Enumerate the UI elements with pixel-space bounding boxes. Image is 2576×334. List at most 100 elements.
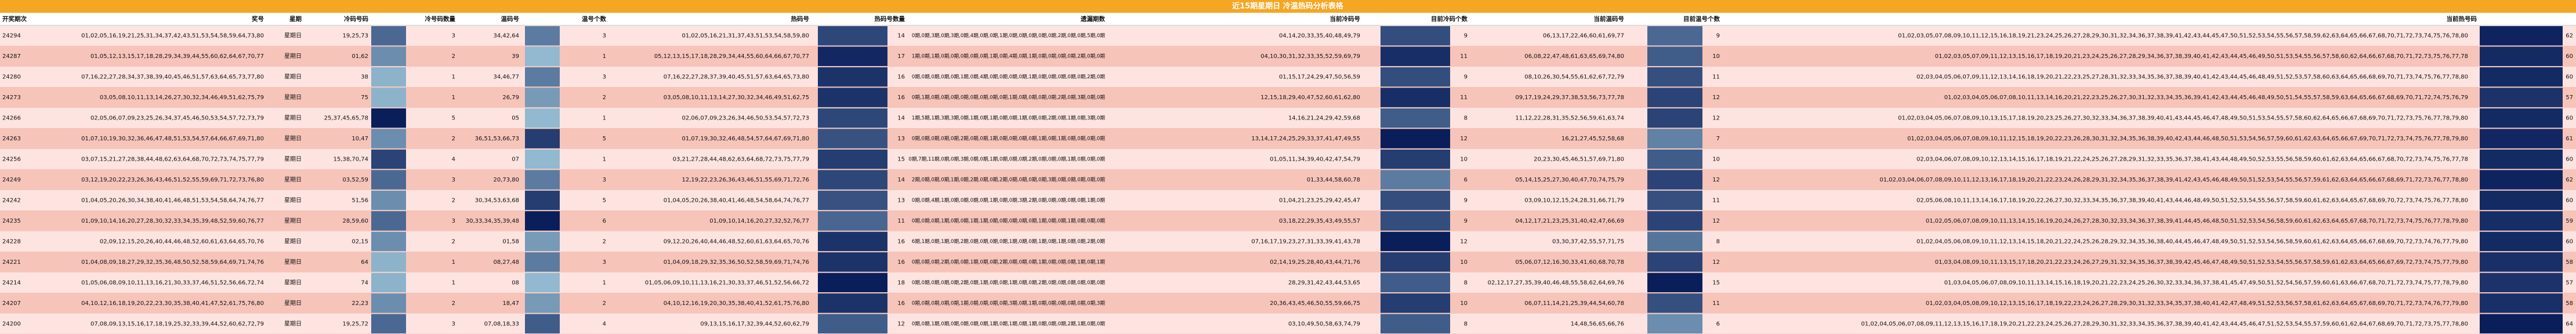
cell-text: 07 (512, 157, 519, 163)
count-bar (818, 293, 887, 313)
row-background (0, 210, 2576, 231)
cell-text: 62 (2566, 33, 2573, 39)
row-background (0, 128, 2576, 149)
cell-text: 01,09,10,14,16,20,27,32,52,76,77 (709, 218, 809, 224)
cell-text: 11 (1460, 95, 1468, 101)
count-bar (818, 231, 887, 252)
count-bar (371, 231, 406, 252)
cell-text: 12 (1712, 95, 1720, 101)
cell-text: 02,14,19,25,28,40,43,44,71,76 (1270, 259, 1360, 266)
count-bar (818, 88, 887, 107)
cell-text: 13 (897, 197, 905, 204)
cell-text: 02,12,17,27,35,39,40,46,48,55,58,62,64,6… (1488, 279, 1624, 286)
count-bar (1381, 190, 1450, 210)
cell-text: 10 (1712, 157, 1720, 163)
cell-text: 04,12,17,21,23,25,31,40,42,47,66,69 (1515, 218, 1624, 224)
count-bar (1381, 170, 1450, 190)
cell-text: 28,29,31,42,43,44,53,65 (1288, 279, 1360, 286)
count-bar (525, 190, 560, 210)
cell-text: 11 (1712, 197, 1720, 204)
cell-text: 10 (1712, 53, 1720, 60)
cell-text: 02,05,06,08,10,11,13,14,16,17,18,19,20,2… (1916, 197, 2468, 204)
count-bar (371, 26, 406, 46)
cell-text: 07,16,22,27,28,34,37,38,39,40,45,46,51,5… (81, 74, 264, 81)
cell-text: 11 (1460, 53, 1468, 60)
cell-text: 03,09,10,12,15,24,28,31,66,71,79 (1524, 197, 1624, 204)
cell-text: 01,03,04,08,09,10,11,13,15,17,18,20,21,2… (1935, 259, 2468, 266)
cell-text: 星期日 (284, 135, 302, 142)
count-bar (525, 314, 560, 333)
cell-text: 0期,0期,0期,0期,0期,1期,0期,4期,0期,0期,0期,0期,1期,0… (912, 74, 1105, 80)
count-bar (525, 67, 560, 87)
cell-text: 13 (897, 136, 905, 142)
cell-text: 60 (2566, 238, 2573, 245)
cell-text: 1 (603, 53, 606, 60)
cell-text: 60 (2566, 157, 2573, 163)
row-background (0, 46, 2576, 67)
cell-text: 01,07,10,19,30,32,36,46,47,48,51,53,54,5… (81, 136, 264, 142)
cell-text: 星期日 (284, 259, 302, 266)
cell-text: 07,16,17,19,23,27,31,33,39,41,43,78 (1251, 238, 1360, 245)
column-header: 温码号 (501, 15, 520, 23)
cell-text: 08 (512, 279, 519, 286)
count-bar (1381, 293, 1450, 313)
cell-text: 01,02,03,04,06,07,08,09,10,11,12,13,16,1… (1879, 177, 2468, 183)
cell-text: 64 (361, 259, 368, 266)
cell-text: 07,16,22,27,28,37,39,40,45,51,57,63,64,6… (664, 74, 809, 81)
count-bar (2480, 252, 2563, 272)
cell-text: 59 (2566, 218, 2573, 224)
cell-text: 11 (1712, 300, 1720, 307)
cell-text: 24200 (2, 321, 21, 327)
count-bar (818, 252, 887, 272)
cell-text: 01,05,06,09,10,11,13,16,21,30,33,37,46,5… (645, 279, 809, 286)
cell-text: 3 (603, 74, 606, 81)
count-bar (525, 149, 560, 169)
cell-text: 20,73,80 (493, 177, 519, 183)
cell-text: 16 (897, 259, 905, 266)
cell-text: 4 (452, 157, 455, 163)
cell-text: 12 (1712, 115, 1720, 122)
cell-text: 01,09,10,14,16,20,27,28,30,32,33,34,35,3… (81, 218, 264, 224)
cell-text: 22,23 (352, 300, 368, 307)
cell-text: 15,38,70,74 (334, 157, 368, 163)
cell-text: 03,30,37,42,55,57,71,75 (1552, 238, 1624, 245)
count-bar (2480, 231, 2563, 252)
cell-text: 16 (897, 300, 905, 307)
cell-text: 01,05,12,13,15,17,18,28,29,34,39,44,55,6… (90, 53, 264, 60)
cell-text: 星期日 (284, 53, 302, 60)
cell-text: 60 (2566, 53, 2573, 60)
cell-text: 24294 (2, 33, 21, 39)
count-bar (2480, 108, 2563, 128)
cell-text: 11 (897, 218, 905, 224)
cell-text: 3 (452, 218, 455, 224)
row-background (0, 26, 2576, 46)
count-bar (1647, 46, 1702, 66)
count-bar (818, 273, 887, 293)
count-bar (1647, 26, 1702, 46)
row-background (0, 107, 2576, 129)
cell-text: 04,14,20,33,35,40,48,49,79 (1279, 33, 1360, 39)
cell-text: 16 (897, 238, 905, 245)
cell-text: 36,51,53,66,73 (475, 136, 519, 142)
cell-text: 14,16,21,24,29,42,59,68 (1288, 115, 1360, 122)
cell-text: 8 (1464, 279, 1468, 286)
cell-text: 2 (603, 95, 606, 101)
cell-text: 02,09,12,15,20,26,40,44,46,48,52,60,61,6… (100, 238, 264, 245)
cell-text: 51,56 (352, 197, 368, 204)
cell-text: 05,06,07,12,16,30,33,41,60,68,70,78 (1515, 259, 1624, 266)
cell-text: 05,14,15,25,27,30,40,47,70,74,75,79 (1515, 177, 1624, 183)
cell-text: 01,02,03,04,05,06,07,08,10,11,13,14,16,2… (1944, 95, 2468, 101)
cell-text: 05,12,13,15,17,18,28,29,34,44,55,60,64,6… (654, 53, 809, 60)
cell-text: 16,21,27,45,52,58,68 (1561, 136, 1624, 142)
column-header: 遗漏期数 (1080, 15, 1105, 23)
column-header: 当前温码号 (1594, 15, 1625, 23)
cell-text: 10,47 (352, 136, 368, 142)
cell-text: 24207 (2, 300, 21, 307)
cell-text: 14 (897, 177, 905, 183)
count-bar (1381, 211, 1450, 231)
count-bar (1647, 273, 1702, 293)
count-bar (371, 190, 406, 210)
count-bar (525, 129, 560, 148)
cell-text: 30,33,34,35,39,48 (466, 218, 519, 224)
cell-text: 12,19,22,23,26,36,43,46,51,55,69,71,72,7… (682, 177, 809, 183)
